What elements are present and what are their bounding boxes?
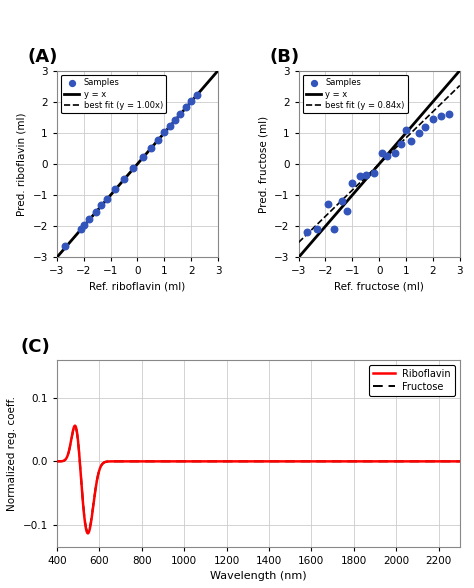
Samples xyxy=(77,225,85,234)
X-axis label: Ref. fructose (ml): Ref. fructose (ml) xyxy=(334,282,424,292)
Samples xyxy=(103,194,110,203)
Riboflavin xyxy=(250,458,256,465)
X-axis label: Wavelength (nm): Wavelength (nm) xyxy=(210,572,307,582)
Samples xyxy=(85,215,93,224)
Samples xyxy=(120,174,128,183)
Samples xyxy=(147,143,155,152)
Samples xyxy=(177,109,184,118)
Samples xyxy=(111,185,118,194)
Samples xyxy=(166,121,173,131)
Riboflavin xyxy=(457,458,463,465)
Samples xyxy=(408,136,415,145)
Samples xyxy=(378,148,386,158)
Riboflavin xyxy=(54,458,60,465)
Text: (C): (C) xyxy=(21,338,50,356)
Samples xyxy=(437,111,445,121)
Samples xyxy=(370,169,378,178)
Line: Riboflavin: Riboflavin xyxy=(57,426,460,533)
Samples xyxy=(303,228,310,237)
Fructose xyxy=(85,529,91,536)
Samples xyxy=(193,90,201,99)
Y-axis label: Pred. fructose (ml): Pred. fructose (ml) xyxy=(259,115,269,212)
Samples xyxy=(154,135,161,145)
Fructose xyxy=(72,423,78,430)
Y-axis label: Pred. riboflavin (ml): Pred. riboflavin (ml) xyxy=(17,112,27,216)
Samples xyxy=(80,220,88,229)
Line: Fructose: Fructose xyxy=(57,426,460,532)
Samples xyxy=(129,163,137,172)
Text: (B): (B) xyxy=(270,48,300,66)
Fructose xyxy=(240,458,246,465)
Samples xyxy=(182,102,190,112)
Samples xyxy=(338,196,346,206)
Legend: Riboflavin, Fructose: Riboflavin, Fructose xyxy=(369,365,455,396)
Fructose xyxy=(372,458,377,465)
Fructose xyxy=(446,458,451,465)
Riboflavin xyxy=(75,434,81,441)
Samples xyxy=(421,122,428,131)
Samples xyxy=(61,242,69,251)
Fructose xyxy=(446,458,451,465)
Y-axis label: Normalized reg. coeff.: Normalized reg. coeff. xyxy=(7,396,17,511)
Samples xyxy=(402,125,410,135)
Samples xyxy=(416,128,423,138)
Samples xyxy=(362,170,370,179)
Riboflavin xyxy=(72,422,78,429)
Samples xyxy=(356,172,364,181)
Samples xyxy=(343,206,351,215)
Fructose xyxy=(457,458,463,465)
Samples xyxy=(92,208,100,217)
Fructose xyxy=(250,458,256,465)
Riboflavin xyxy=(372,458,377,465)
Samples xyxy=(392,148,399,158)
Samples xyxy=(445,109,453,119)
Samples xyxy=(171,115,179,125)
Riboflavin xyxy=(240,458,246,465)
Samples xyxy=(97,201,105,210)
Samples xyxy=(324,200,332,209)
Samples xyxy=(397,139,404,148)
Samples xyxy=(187,96,195,106)
Samples xyxy=(161,128,168,137)
Text: (A): (A) xyxy=(28,48,58,66)
Samples xyxy=(330,225,337,234)
Fructose xyxy=(54,458,60,465)
Samples xyxy=(139,152,146,162)
Riboflavin xyxy=(446,458,451,465)
X-axis label: Ref. riboflavin (ml): Ref. riboflavin (ml) xyxy=(89,282,186,292)
Samples xyxy=(429,114,437,123)
Riboflavin xyxy=(85,530,91,537)
Fructose xyxy=(75,434,81,441)
Riboflavin xyxy=(446,458,451,465)
Samples xyxy=(348,178,356,188)
Legend: Samples, y = x, best fit (y = 1.00x): Samples, y = x, best fit (y = 1.00x) xyxy=(61,75,166,113)
Samples xyxy=(383,152,391,161)
Samples xyxy=(314,225,321,234)
Legend: Samples, y = x, best fit (y = 0.84x): Samples, y = x, best fit (y = 0.84x) xyxy=(303,75,408,113)
